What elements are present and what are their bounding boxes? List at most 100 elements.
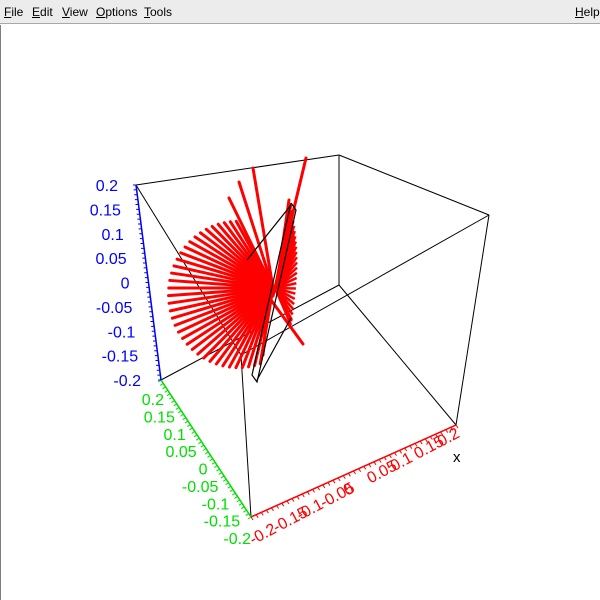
menu-tools[interactable]: Tools [144,5,173,19]
tick-mark [238,502,243,506]
tick-mark [322,484,326,489]
tick-mark [166,393,171,397]
tick-mark [419,440,423,445]
y-tick-label: 0.1 [164,427,186,444]
tick-mark [168,396,173,400]
y-tick-label: -0.1 [202,496,230,513]
tick-mark [332,479,336,484]
box-edge [240,354,252,518]
z-tick-label: 0.2 [96,178,118,195]
z-tick-label: 0.05 [95,251,126,268]
plot-canvas[interactable]: -0.2 -0.15 -0.1 -0.05 0 0.05 0.1 0.15 0.2 0.2 0.1… [0,25,600,600]
box-edge [135,154,340,186]
y-tick-label: -0.2 [223,531,251,548]
z-axis-ticks: 0.2 0.15 0.1 0.05 0 -0.05 -0.1 -0.15 -0.2 [90,178,162,390]
tick-mark [186,424,191,427]
tick-mark [450,427,454,431]
tick-mark [236,499,241,503]
tick-mark [191,430,196,434]
z-tick-label: -0.15 [102,349,139,366]
tick-mark [399,450,403,454]
menu-options[interactable]: Options [96,5,138,19]
fan-segment [251,166,275,290]
tick-mark [281,502,285,507]
tick-mark [202,448,207,451]
fan-segment [269,298,305,346]
tick-mark [327,482,331,486]
fan-segment [237,180,275,290]
box-edge [338,284,457,426]
tick-mark [306,491,310,495]
tick-mark [240,506,245,510]
tick-mark [286,500,290,505]
tick-mark [383,456,387,461]
tick-mark [337,477,341,482]
tick-mark [216,468,220,472]
box-edge [338,154,490,216]
z-tick-label: -0.2 [113,373,141,390]
menu-view[interactable]: View [62,5,88,19]
x-axis-label: x [453,449,461,466]
tick-mark [247,516,252,520]
z-tick-label: -0.05 [96,300,133,317]
tick-mark [363,466,367,470]
tick-mark [440,431,444,436]
menu-file[interactable]: File [4,5,24,19]
fan-segment [239,288,273,348]
tick-mark [250,516,254,521]
tick-mark [260,512,264,516]
tick-mark [255,514,259,518]
tick-mark [353,470,356,475]
tick-mark [409,445,413,449]
tick-mark [173,403,178,407]
z-tick-label: 0.15 [90,202,121,219]
tick-mark [394,452,397,456]
tick-mark [276,505,280,509]
tick-mark [195,437,200,441]
tick-mark [182,417,187,421]
y-tick-label: -0.15 [204,514,241,531]
y-tick-label: 0 [199,462,208,479]
fan-segment [273,287,293,326]
tick-mark [189,427,193,431]
data-series [167,156,308,370]
fan-segment [227,196,273,286]
tick-mark [200,444,205,448]
tick-mark [455,424,459,429]
box-edge [455,214,490,426]
menu-edit[interactable]: Edit [32,5,53,19]
tick-mark [162,386,166,390]
tick-mark [342,475,346,479]
y-tick-label: -0.05 [182,479,219,496]
tick-mark [164,389,169,393]
tick-mark [220,475,225,479]
menu-help[interactable]: Help [575,5,600,19]
tick-mark [373,461,377,466]
tick-mark [225,482,229,486]
tick-mark [312,489,315,493]
tick-mark [347,473,351,477]
tick-mark [265,509,269,514]
black-wireframe [246,202,297,384]
tick-mark [171,400,175,403]
tick-mark [296,496,300,500]
wire-edge [246,204,292,261]
y-tick-label: 0.15 [144,409,175,426]
tick-mark [301,493,305,498]
wire-outline [251,202,297,384]
z-tick-label: -0.1 [108,324,136,341]
tick-mark [227,485,232,489]
tick-mark [234,496,238,499]
tick-mark [229,489,234,493]
tick-mark [175,406,180,410]
tick-mark [222,478,227,482]
wire-edge [256,317,292,381]
tick-mark [193,434,198,438]
tick-mark [404,447,408,452]
tick-mark [184,420,189,424]
tick-mark [159,383,164,386]
tick-mark [204,451,209,455]
y-axis-ticks: 0.20.150.10.050-0.05-0.1-0.15-0.2 [142,379,252,548]
tick-mark [378,459,382,463]
